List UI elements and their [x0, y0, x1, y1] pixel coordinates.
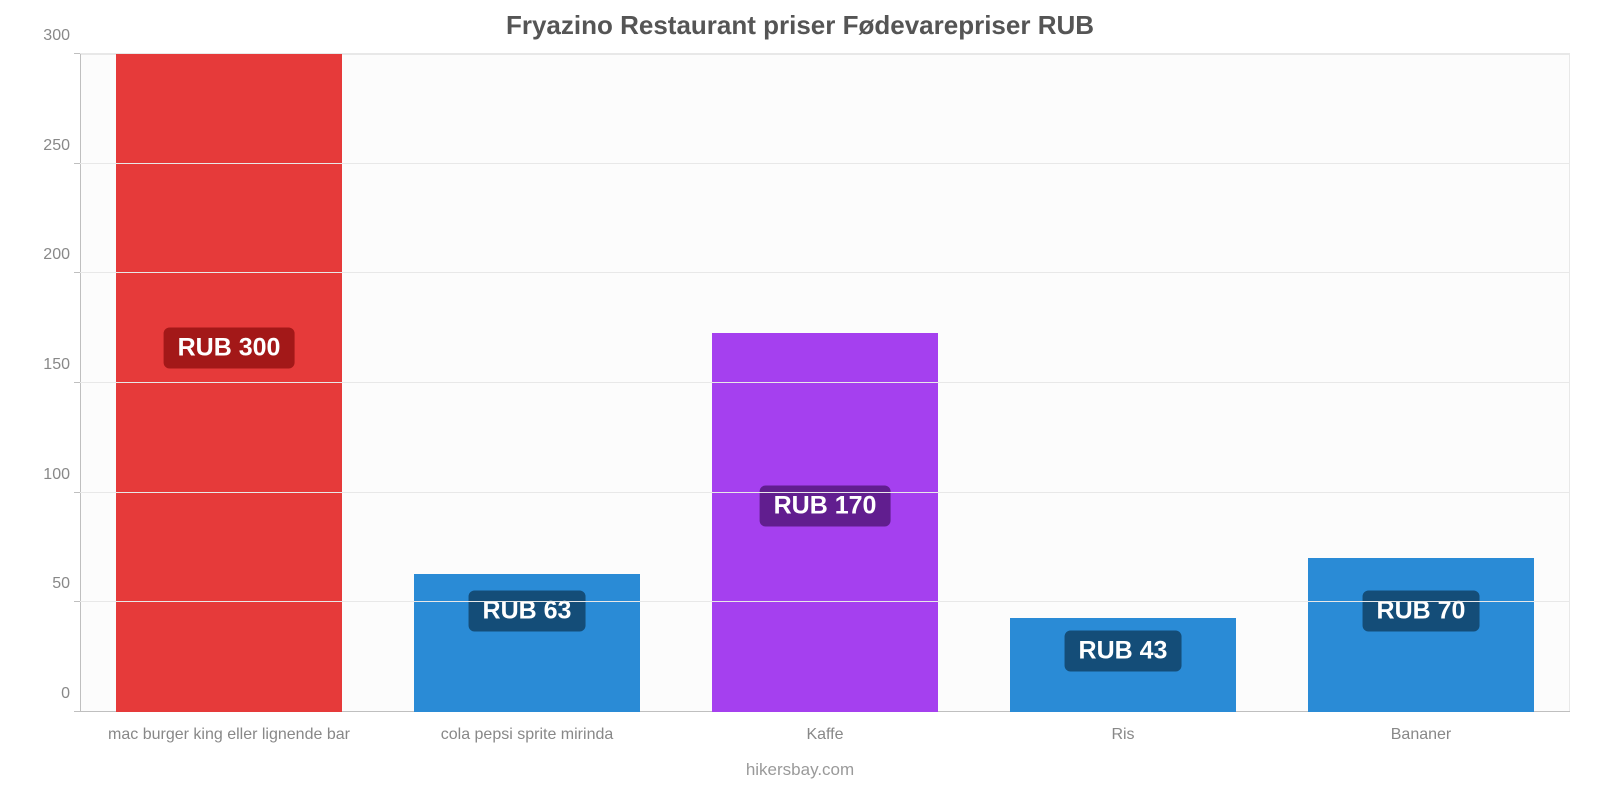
- bar-slot: RUB 63: [378, 54, 676, 712]
- price-bar-chart: Fryazino Restaurant priser Fødevareprise…: [0, 0, 1600, 800]
- y-tick-mark: [74, 53, 80, 54]
- grid-line: [80, 492, 1570, 493]
- bar: [1308, 558, 1534, 712]
- y-tick-label: 50: [52, 575, 70, 593]
- grid-line: [80, 601, 1570, 602]
- x-axis-label: Kaffe: [676, 726, 974, 744]
- x-axis-label: Ris: [974, 726, 1272, 744]
- bar-slot: RUB 170: [676, 54, 974, 712]
- bar-slot: RUB 300: [80, 54, 378, 712]
- y-tick-label: 250: [43, 137, 70, 155]
- x-axis-labels: mac burger king eller lignende barcola p…: [80, 726, 1570, 744]
- chart-footer: hikersbay.com: [0, 760, 1600, 780]
- plot-area: RUB 300RUB 63RUB 170RUB 43RUB 70 0501001…: [80, 54, 1570, 712]
- bar-slot: RUB 70: [1272, 54, 1570, 712]
- y-tick-label: 0: [61, 685, 70, 703]
- x-axis-label: Bananer: [1272, 726, 1570, 744]
- y-tick-label: 200: [43, 246, 70, 264]
- grid-line: [80, 163, 1570, 164]
- y-tick-mark: [74, 492, 80, 493]
- y-tick-mark: [74, 711, 80, 712]
- value-badge: RUB 63: [469, 591, 586, 632]
- value-badge: RUB 43: [1065, 630, 1182, 671]
- grid-line: [80, 382, 1570, 383]
- grid-line: [80, 272, 1570, 273]
- x-axis-label: mac burger king eller lignende bar: [80, 726, 378, 744]
- y-tick-mark: [74, 163, 80, 164]
- y-tick-label: 150: [43, 356, 70, 374]
- y-tick-label: 300: [43, 27, 70, 45]
- bars-container: RUB 300 RUB 63 RUB 170 RUB 43 RUB 70: [80, 54, 1570, 712]
- value-badge: RUB 70: [1363, 591, 1480, 632]
- y-tick-mark: [74, 601, 80, 602]
- value-badge: RUB 300: [164, 327, 295, 368]
- chart-title: Fryazino Restaurant priser Fødevareprise…: [0, 10, 1600, 41]
- grid-line: [80, 53, 1570, 54]
- y-tick-mark: [74, 382, 80, 383]
- x-axis-label: cola pepsi sprite mirinda: [378, 726, 676, 744]
- y-tick-label: 100: [43, 466, 70, 484]
- y-tick-mark: [74, 272, 80, 273]
- bar: [116, 54, 342, 712]
- bar-slot: RUB 43: [974, 54, 1272, 712]
